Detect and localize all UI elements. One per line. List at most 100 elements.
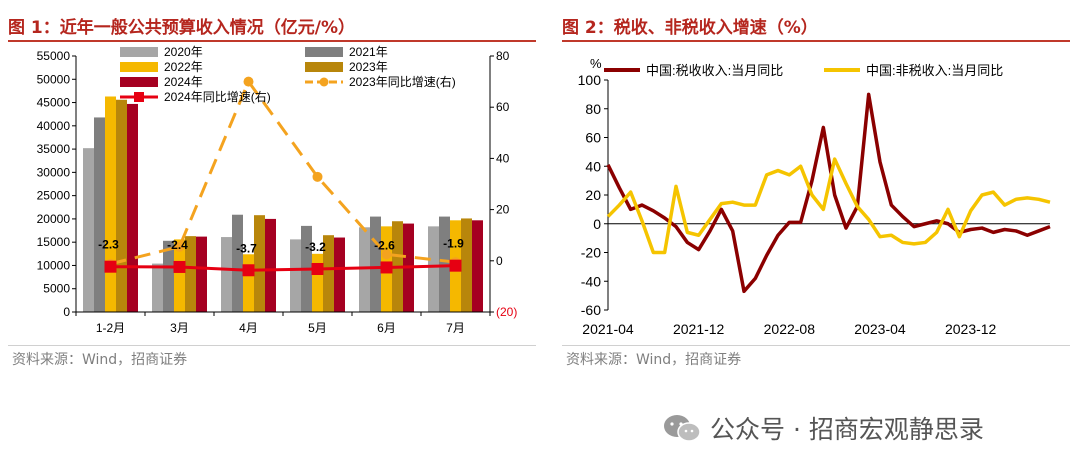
legend-label: 2023年同比增速(右) <box>349 74 456 89</box>
y-left-tick-label: 10000 <box>37 258 71 272</box>
y-tick-label: 100 <box>578 72 602 88</box>
x-tick-label: 3月 <box>170 321 189 335</box>
y-left-tick-label: 20000 <box>37 212 71 226</box>
right-line-chart: -60 -40 -20 0 20 40 60 80 100% 2021-04 2021-12 2022… <box>578 56 1051 337</box>
legend-label: 2022年 <box>164 60 203 74</box>
legend-label: 2023年 <box>349 60 388 74</box>
point-2024-growth <box>380 261 393 274</box>
data-label-2024: -3.2 <box>305 240 326 254</box>
legend-swatch <box>120 62 158 72</box>
bar-2021年-2 <box>232 214 243 312</box>
point-2024-growth <box>311 262 324 275</box>
y-tick-label: 60 <box>585 130 601 146</box>
point-2023-growth <box>312 171 323 182</box>
bar-2023年-0 <box>116 99 127 312</box>
x-tick-label: 4月 <box>239 321 258 335</box>
y-left-tick-label: 5000 <box>43 282 70 296</box>
legend-label-nontax: 中国:非税收入:当月同比 <box>866 63 1003 78</box>
x-tick-label: 2021-12 <box>673 321 725 337</box>
bar-2020年-5 <box>428 226 439 312</box>
point-2024-growth <box>242 264 255 277</box>
right-chart-title: 图 2：税收、非税收入增速（%） <box>562 18 818 38</box>
y-right-tick-label: 0 <box>496 254 503 268</box>
y-left-tick-label: 55000 <box>37 49 71 63</box>
legend-swatch <box>120 47 158 57</box>
bar-2021年-0 <box>94 117 105 312</box>
bar-2022年-1 <box>174 239 185 312</box>
y-tick-label: 20 <box>585 187 601 203</box>
bar-2024年-2 <box>265 218 276 312</box>
watermark: 公众号 · 招商宏观静思录 <box>662 410 984 446</box>
x-tick-label: 5月 <box>308 321 327 335</box>
y-tick-label: -20 <box>581 245 601 261</box>
bar-2023年-1 <box>185 236 196 312</box>
point-2024-growth <box>173 260 186 273</box>
bar-2024年-1 <box>196 236 207 312</box>
y-right-tick-label: 20 <box>496 203 510 217</box>
y-tick-label: 80 <box>585 101 601 117</box>
bar-2023年-5 <box>461 218 472 312</box>
left-chart-title: 图 1：近年一般公共预算收入情况（亿元/%） <box>8 18 355 38</box>
legend-label-tax: 中国:税收收入:当月同比 <box>646 63 783 78</box>
legend-label: 2024年同比增速(右) <box>164 89 271 104</box>
legend-swatch <box>305 47 343 57</box>
y-left-tick-label: 30000 <box>37 165 71 179</box>
bar-2021年-5 <box>439 216 450 312</box>
left-source-divider <box>8 345 536 346</box>
y-tick-label: -60 <box>581 302 601 318</box>
watermark-text: 公众号 · 招商宏观静思录 <box>710 415 984 444</box>
bar-2022年-0 <box>105 96 116 313</box>
point-2023-growth <box>381 249 392 260</box>
x-tick-label: 6月 <box>377 321 396 335</box>
bar-2020年-4 <box>359 227 370 312</box>
y-left-tick-label: 35000 <box>37 142 71 156</box>
y-tick-label: 0 <box>593 216 601 232</box>
wechat-icon <box>664 415 701 442</box>
x-tick-label: 2021-04 <box>582 321 634 337</box>
y-left-tick-label: 45000 <box>37 96 71 110</box>
point-2024-growth <box>449 259 462 272</box>
point-2024-growth <box>104 260 117 273</box>
right-source-note: 资料来源：Wind，招商证券 <box>566 352 742 368</box>
line-2023-growth <box>110 78 456 266</box>
y-left-tick-label: 0 <box>63 305 70 319</box>
bar-2024年-5 <box>472 220 483 312</box>
x-tick-label: 2023-04 <box>854 321 906 337</box>
data-label-2024: -2.4 <box>167 238 188 252</box>
x-tick-label: 1-2月 <box>96 321 125 335</box>
y-tick-label: -40 <box>581 273 601 289</box>
legend-marker <box>319 77 329 87</box>
left-bar-chart: 0 5000 10000 15000 20000 25000 30000 35000 40000… <box>37 45 518 335</box>
right-source-divider <box>562 345 1070 346</box>
legend-label: 2020年 <box>164 45 203 59</box>
legend-label: 2021年 <box>349 45 388 59</box>
legend-label: 2024年 <box>164 75 203 89</box>
bar-2022年-3 <box>312 253 323 312</box>
y-unit-label: % <box>590 56 602 71</box>
bar-2020年-0 <box>83 148 94 312</box>
line-tax-revenue <box>606 92 1051 294</box>
x-tick-label: 2022-08 <box>764 321 816 337</box>
y-left-tick-label: 50000 <box>37 72 71 86</box>
left-title-rule <box>8 40 536 42</box>
right-title-rule <box>562 40 1070 42</box>
bar-2020年-3 <box>290 239 301 312</box>
y-left-tick-label: 15000 <box>37 235 71 249</box>
point-2023-growth <box>243 76 254 87</box>
y-tick-label: 40 <box>585 158 601 174</box>
data-label-2024: -2.3 <box>98 238 119 252</box>
data-label-2024: -3.7 <box>236 241 257 255</box>
bar-2023年-3 <box>323 235 334 312</box>
y-left-tick-label: 25000 <box>37 189 71 203</box>
legend-swatch <box>305 62 343 72</box>
y-right-tick-label: 40 <box>496 151 510 165</box>
bar-2024年-0 <box>127 103 138 312</box>
bar-2021年-4 <box>370 216 381 312</box>
bar-2023年-2 <box>254 215 265 312</box>
bar-2020年-2 <box>221 237 232 312</box>
bar-2020年-1 <box>152 263 163 312</box>
y-left-tick-label: 40000 <box>37 119 71 133</box>
legend-marker <box>134 92 144 102</box>
bar-2021年-1 <box>163 240 174 312</box>
y-right-tick-label: 60 <box>496 100 510 114</box>
